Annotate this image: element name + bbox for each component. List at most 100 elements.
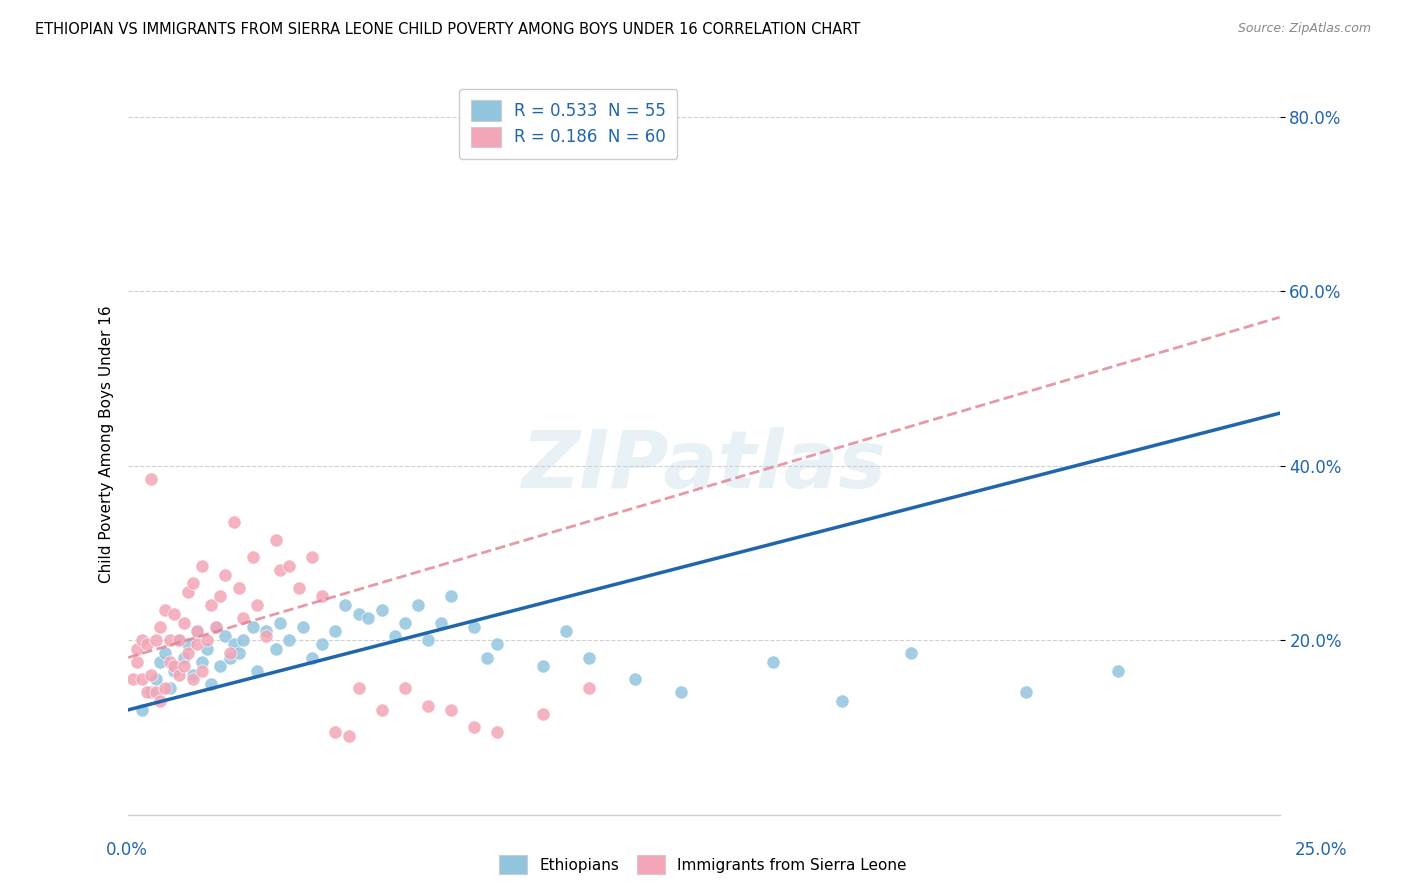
Point bbox=[246, 664, 269, 678]
Point bbox=[242, 550, 264, 565]
Point bbox=[232, 611, 254, 625]
Point bbox=[181, 668, 204, 682]
Point bbox=[1015, 685, 1038, 699]
Point bbox=[195, 633, 218, 648]
Point bbox=[135, 685, 157, 699]
Point bbox=[477, 650, 499, 665]
Point bbox=[131, 703, 153, 717]
Point bbox=[224, 516, 246, 530]
Point bbox=[900, 646, 922, 660]
Point bbox=[287, 581, 309, 595]
Point bbox=[311, 637, 333, 651]
Point bbox=[333, 598, 356, 612]
Point bbox=[394, 615, 416, 630]
Point bbox=[762, 655, 785, 669]
Point bbox=[430, 615, 453, 630]
Point bbox=[186, 624, 208, 639]
Point bbox=[301, 650, 323, 665]
Point bbox=[209, 659, 232, 673]
Point bbox=[204, 620, 226, 634]
Point bbox=[578, 681, 600, 695]
Point bbox=[278, 633, 301, 648]
Point bbox=[292, 620, 315, 634]
Point bbox=[141, 685, 163, 699]
Point bbox=[254, 624, 277, 639]
Point bbox=[145, 633, 167, 648]
Point bbox=[153, 681, 176, 695]
Point bbox=[218, 646, 240, 660]
Point bbox=[181, 673, 204, 687]
Point bbox=[141, 472, 163, 486]
Point bbox=[370, 602, 392, 616]
Point bbox=[347, 681, 370, 695]
Text: ETHIOPIAN VS IMMIGRANTS FROM SIERRA LEONE CHILD POVERTY AMONG BOYS UNDER 16 CORR: ETHIOPIAN VS IMMIGRANTS FROM SIERRA LEON… bbox=[35, 22, 860, 37]
Point bbox=[224, 637, 246, 651]
Point bbox=[167, 633, 190, 648]
Point bbox=[531, 659, 554, 673]
Point bbox=[145, 673, 167, 687]
Point bbox=[177, 646, 200, 660]
Point bbox=[463, 620, 485, 634]
Point bbox=[159, 633, 181, 648]
Point bbox=[200, 676, 222, 690]
Point bbox=[163, 659, 186, 673]
Point bbox=[269, 615, 291, 630]
Point bbox=[1107, 664, 1129, 678]
Point bbox=[145, 685, 167, 699]
Point bbox=[394, 681, 416, 695]
Text: ZIPatlas: ZIPatlas bbox=[522, 427, 886, 505]
Point bbox=[408, 598, 430, 612]
Point bbox=[191, 664, 214, 678]
Point bbox=[191, 655, 214, 669]
Point bbox=[141, 668, 163, 682]
Point bbox=[485, 637, 508, 651]
Point bbox=[228, 646, 250, 660]
Point bbox=[264, 533, 287, 547]
Legend: Ethiopians, Immigrants from Sierra Leone: Ethiopians, Immigrants from Sierra Leone bbox=[494, 849, 912, 880]
Point bbox=[242, 620, 264, 634]
Point bbox=[384, 629, 406, 643]
Point bbox=[163, 607, 186, 621]
Point bbox=[127, 655, 149, 669]
Y-axis label: Child Poverty Among Boys Under 16: Child Poverty Among Boys Under 16 bbox=[100, 305, 114, 582]
Point bbox=[127, 641, 149, 656]
Point bbox=[439, 590, 461, 604]
Point bbox=[301, 550, 323, 565]
Text: 0.0%: 0.0% bbox=[105, 840, 148, 858]
Point bbox=[149, 655, 172, 669]
Point bbox=[204, 620, 226, 634]
Point bbox=[337, 729, 360, 743]
Point bbox=[325, 624, 347, 639]
Point bbox=[831, 694, 853, 708]
Point bbox=[149, 694, 172, 708]
Point bbox=[218, 650, 240, 665]
Point bbox=[186, 637, 208, 651]
Point bbox=[624, 673, 647, 687]
Text: Source: ZipAtlas.com: Source: ZipAtlas.com bbox=[1237, 22, 1371, 36]
Point bbox=[173, 650, 195, 665]
Point bbox=[195, 641, 218, 656]
Point bbox=[264, 641, 287, 656]
Point bbox=[149, 620, 172, 634]
Point bbox=[554, 624, 576, 639]
Point bbox=[416, 698, 439, 713]
Point bbox=[269, 563, 291, 577]
Legend: R = 0.533  N = 55, R = 0.186  N = 60: R = 0.533 N = 55, R = 0.186 N = 60 bbox=[458, 88, 678, 159]
Point bbox=[214, 629, 236, 643]
Point bbox=[177, 585, 200, 599]
Point bbox=[173, 615, 195, 630]
Point bbox=[159, 655, 181, 669]
Point bbox=[357, 611, 380, 625]
Point bbox=[135, 637, 157, 651]
Point bbox=[416, 633, 439, 648]
Point bbox=[325, 724, 347, 739]
Point bbox=[131, 673, 153, 687]
Point bbox=[163, 664, 186, 678]
Point bbox=[214, 567, 236, 582]
Point bbox=[370, 703, 392, 717]
Point bbox=[153, 646, 176, 660]
Point bbox=[463, 720, 485, 734]
Point bbox=[232, 633, 254, 648]
Text: 25.0%: 25.0% bbox=[1295, 840, 1347, 858]
Point bbox=[153, 602, 176, 616]
